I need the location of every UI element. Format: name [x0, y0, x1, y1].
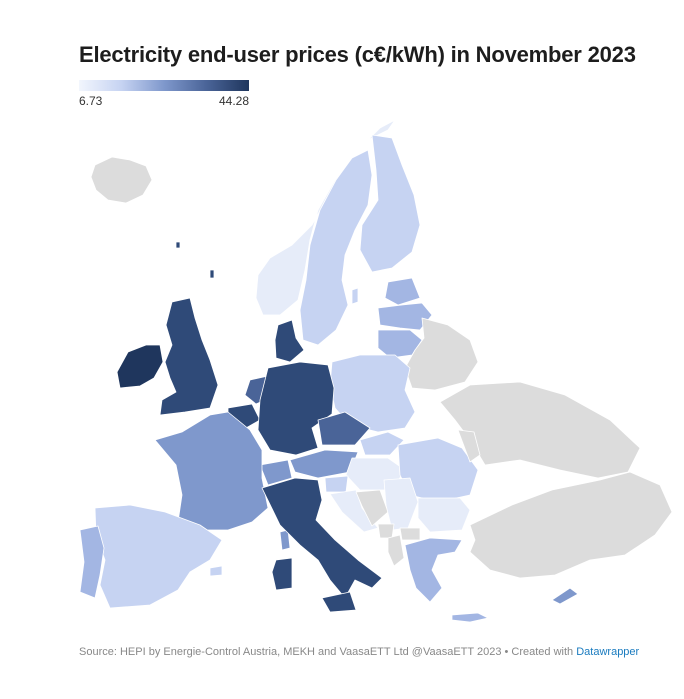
region-crete[interactable] — [451, 612, 489, 623]
region-bulgaria[interactable] — [417, 497, 471, 533]
region-slovakia[interactable] — [359, 431, 405, 456]
region-france[interactable] — [154, 411, 269, 531]
region-germany[interactable] — [257, 361, 335, 456]
color-legend: 6.73 44.28 — [79, 80, 249, 108]
region-turkey[interactable] — [469, 471, 673, 579]
region-belarus[interactable] — [404, 317, 479, 391]
region-croatia[interactable] — [329, 489, 379, 533]
region-switzerland[interactable] — [259, 459, 293, 486]
region-albania[interactable] — [387, 534, 405, 567]
legend-labels: 6.73 44.28 — [79, 94, 249, 108]
region-moldova[interactable] — [457, 429, 481, 463]
legend-max-label: 44.28 — [218, 94, 249, 108]
region-montenegro[interactable] — [377, 523, 395, 539]
region-iceland[interactable] — [90, 156, 153, 204]
region-sweden[interactable] — [299, 149, 373, 346]
region-estonia[interactable] — [384, 277, 421, 306]
region-poland[interactable] — [329, 354, 416, 433]
footer-source-text: Source: HEPI by Energie-Control Austria,… — [79, 646, 574, 658]
legend-gradient-bar — [79, 80, 249, 91]
region-shetland[interactable] — [209, 269, 215, 279]
region-denmark[interactable] — [274, 319, 305, 363]
region-portugal[interactable] — [79, 525, 105, 599]
region-gotland[interactable] — [351, 287, 359, 305]
region-finland[interactable] — [359, 134, 421, 273]
region-spain[interactable] — [94, 504, 223, 609]
region-mallorca[interactable] — [209, 565, 223, 577]
region-serbia[interactable] — [383, 477, 419, 531]
region-cyprus[interactable] — [551, 587, 579, 605]
chart-title: Electricity end-user prices (c€/kWh) in … — [79, 42, 636, 67]
region-italy[interactable] — [261, 477, 383, 599]
legend-min-label: 6.73 — [79, 94, 103, 108]
region-bosnia[interactable] — [355, 489, 389, 527]
datawrapper-link[interactable]: Datawrapper — [576, 646, 640, 658]
region-faroe[interactable] — [175, 241, 181, 249]
region-greece[interactable] — [404, 537, 463, 603]
region-ukraine[interactable] — [439, 381, 641, 479]
region-ireland[interactable] — [116, 344, 164, 389]
region-czechia[interactable] — [317, 411, 371, 446]
region-uk[interactable] — [159, 297, 219, 416]
region-slovenia[interactable] — [324, 475, 349, 493]
region-sicily[interactable] — [321, 591, 357, 613]
region-sardinia[interactable] — [271, 557, 293, 591]
region-north-macedonia[interactable] — [399, 527, 421, 541]
source-footer: Source: HEPI by Energie-Control Austria,… — [79, 646, 639, 658]
